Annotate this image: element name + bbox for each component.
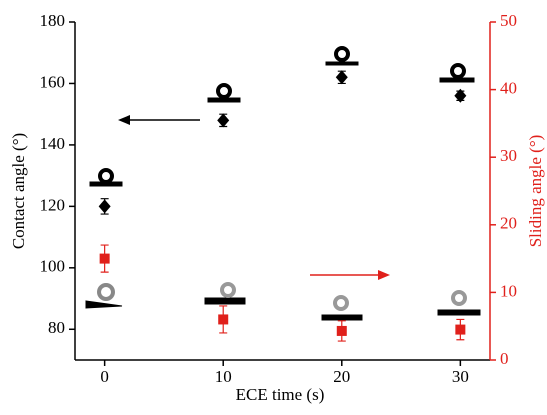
point: [99, 253, 110, 264]
y-tick-label: 120: [40, 195, 66, 214]
x-tick-label: 10: [215, 367, 232, 386]
x-axis-label: ECE time (s): [236, 385, 325, 404]
x-tick-label: 30: [452, 367, 469, 386]
y2-tick-label: 10: [500, 281, 517, 300]
point: [218, 314, 229, 325]
y-tick-label: 160: [40, 72, 66, 91]
x-tick-label: 20: [333, 367, 350, 386]
y2-tick-label: 0: [500, 349, 509, 368]
y2-tick-label: 30: [500, 146, 517, 165]
y-tick-label: 140: [40, 134, 66, 153]
y-tick-label: 180: [40, 11, 66, 30]
y-tick-label: 80: [48, 318, 65, 337]
y2-tick-label: 40: [500, 79, 517, 98]
arrows: [118, 115, 390, 280]
point: [98, 199, 111, 214]
y2-axis-label: Sliding angle (°): [526, 135, 545, 248]
point: [336, 325, 347, 336]
x-tick-label: 0: [100, 367, 109, 386]
y-tick-label: 100: [40, 257, 66, 276]
droplets: [85, 46, 481, 321]
point: [217, 113, 230, 128]
y-axis-label: Contact angle (°): [9, 133, 28, 249]
y2-tick-label: 50: [500, 11, 517, 30]
y2-tick-label: 20: [500, 214, 517, 233]
point: [335, 70, 348, 85]
point: [455, 324, 466, 335]
point: [454, 88, 467, 103]
